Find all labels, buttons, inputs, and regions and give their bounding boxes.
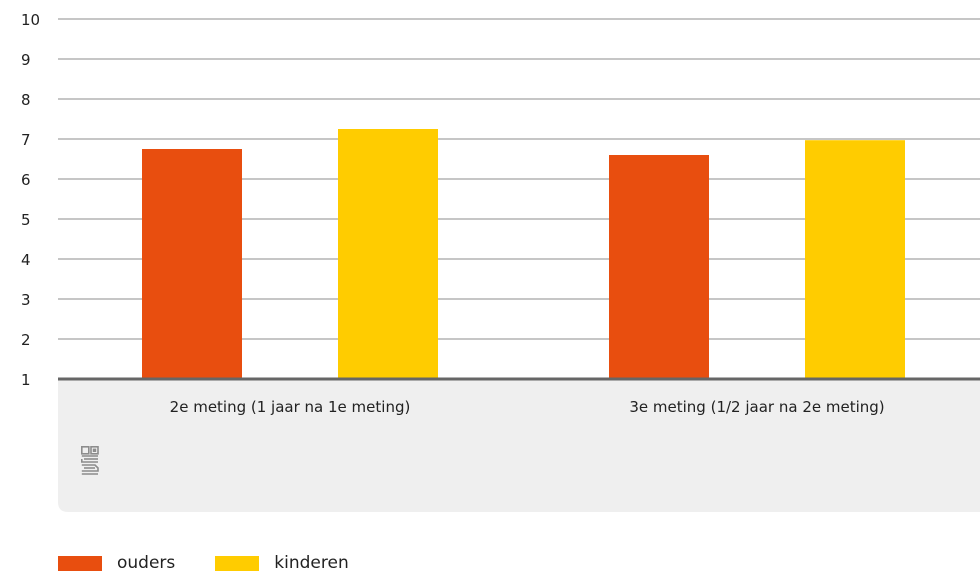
legend-label-ouders: ouders bbox=[117, 553, 176, 573]
legend-swatch-ouders bbox=[58, 555, 102, 571]
cbs-logo-icon bbox=[81, 446, 99, 475]
bars bbox=[142, 129, 905, 379]
y-tick-label-6: 6 bbox=[21, 171, 31, 189]
y-tick-label-8: 8 bbox=[21, 91, 31, 109]
legend-item-kinderen: kinderen bbox=[215, 553, 349, 573]
y-tick-label-9: 9 bbox=[21, 51, 31, 69]
bar-kinderen-2 bbox=[805, 140, 905, 379]
legend-swatch-kinderen bbox=[215, 555, 260, 571]
y-tick-label-4: 4 bbox=[21, 251, 31, 269]
category-label-panel bbox=[58, 379, 980, 512]
category-label-1: 2e meting (1 jaar na 1e meting) bbox=[170, 398, 411, 416]
bar-kinderen-1 bbox=[338, 129, 438, 379]
y-tick-label-10: 10 bbox=[21, 11, 40, 29]
bar-ouders-1 bbox=[142, 149, 242, 379]
y-tick-label-1: 1 bbox=[21, 371, 31, 389]
legend-item-ouders: ouders bbox=[58, 553, 175, 573]
y-tick-label-3: 3 bbox=[21, 291, 31, 309]
y-tick-label-5: 5 bbox=[21, 211, 31, 229]
y-tick-label-2: 2 bbox=[21, 331, 31, 349]
category-label-2: 3e meting (1/2 jaar na 2e meting) bbox=[629, 398, 884, 416]
category-labels: 2e meting (1 jaar na 1e meting) 3e meting… bbox=[170, 398, 885, 416]
y-tick-label-7: 7 bbox=[21, 131, 31, 149]
legend-label-kinderen: kinderen bbox=[274, 553, 349, 573]
legend: ouders kinderen bbox=[58, 553, 389, 573]
y-axis-ticks: 1 2 3 4 5 6 7 8 9 10 bbox=[21, 11, 40, 389]
bar-ouders-2 bbox=[609, 155, 709, 379]
